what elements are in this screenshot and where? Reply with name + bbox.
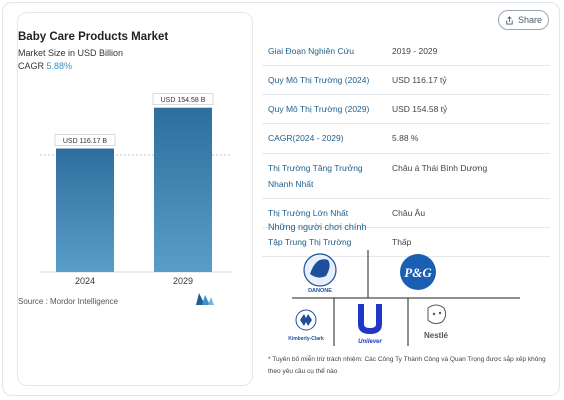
- data-label: USD 154.58 B: [161, 97, 206, 104]
- market-info-table: Giai Đoạn Nghiên Cứu 2019 - 2029 Quy Mô T…: [262, 37, 550, 258]
- data-label-box: [152, 93, 214, 106]
- kimberly-clark-text: Kimberly-Clark: [288, 336, 324, 342]
- chart-subtitle: Market Size in USD Billion: [18, 48, 124, 58]
- row-value: USD 116.17 tỷ: [392, 75, 447, 86]
- x-tick-label: 2029: [173, 276, 193, 286]
- chart-title: Baby Care Products Market: [18, 31, 169, 43]
- cagr-label: CAGR: [18, 61, 45, 71]
- row-value: 5.88 %: [392, 133, 419, 144]
- table-row: Tập Trung Thị Trường Thấp: [262, 228, 550, 258]
- pg-logo: P&G: [400, 254, 436, 290]
- share-button[interactable]: Share: [498, 10, 549, 30]
- cagr-value: 5.88%: [46, 61, 73, 71]
- row-value: USD 154.58 tỷ: [392, 104, 448, 115]
- row-value: 2019 - 2029: [392, 46, 438, 56]
- row-value: Châu Âu: [392, 207, 426, 218]
- row-key: Thị Trường Tăng Trưởng Nhanh Nhất: [268, 162, 363, 189]
- nestle-logo: Nestlé: [424, 304, 449, 340]
- row-value: Thấp: [392, 236, 412, 247]
- row-value: Châu á Thái Bình Dương: [392, 162, 488, 173]
- danone-text: DANONE: [308, 288, 332, 294]
- table-row: Quy Mô Thị Trường (2024) USD 116.17 tỷ: [262, 66, 550, 96]
- nestle-text: Nestlé: [424, 331, 449, 340]
- danone-logo: DANONE: [303, 253, 337, 294]
- key-players-logos: DANONE P&G Kimberly-Clark Unilever Nestl…: [288, 250, 520, 346]
- unilever-text: Unilever: [358, 339, 382, 345]
- row-key: Quy Mô Thị Trường (2029): [268, 104, 370, 115]
- key-players-title: Những người chơi chính: [268, 222, 367, 232]
- share-label: Share: [517, 15, 543, 25]
- table-row: Giai Đoạn Nghiên Cứu 2019 - 2029: [262, 37, 550, 67]
- unilever-logo: Unilever: [358, 304, 382, 345]
- x-tick-label: 2024: [75, 276, 95, 286]
- table-row: Quy Mô Thị Trường (2029) USD 154.58 tỷ: [262, 95, 550, 125]
- bar-2029: [154, 107, 212, 272]
- table-row: Thị Trường Lớn Nhất Châu Âu: [262, 199, 550, 228]
- table-row: CAGR(2024 - 2029) 5.88 %: [262, 124, 550, 154]
- row-key: CAGR(2024 - 2029): [268, 133, 344, 144]
- chart-cagr: CAGR 5.88%: [18, 61, 72, 71]
- chart-source: Source : Mordor Intelligence: [18, 297, 119, 306]
- mordor-intelligence-logo: [196, 293, 214, 305]
- disclaimer: * Tuyên bố miễn trừ trách nhiệm: Các Côn…: [268, 356, 546, 376]
- data-label: USD 116.17 B: [63, 138, 108, 145]
- data-label-box: [54, 134, 116, 146]
- bar-2024: [56, 148, 114, 272]
- row-key: Tập Trung Thị Trường: [268, 236, 352, 247]
- pg-text: P&G: [404, 265, 432, 280]
- row-key: Thị Trường Lớn Nhất: [268, 207, 349, 218]
- share-icon: [506, 15, 513, 25]
- kimberly-clark-logo: Kimberly-Clark: [288, 309, 324, 342]
- row-key: Quy Mô Thị Trường (2024): [268, 75, 370, 86]
- row-key: Giai Đoạn Nghiên Cứu: [268, 46, 355, 56]
- table-row: Thị Trường Tăng Trưởng Nhanh Nhất Châu á …: [262, 154, 550, 199]
